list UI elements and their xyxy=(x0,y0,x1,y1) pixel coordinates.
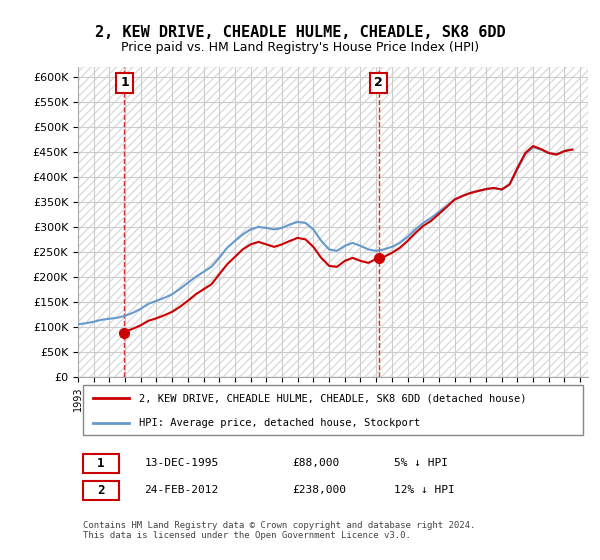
FancyBboxPatch shape xyxy=(83,454,119,473)
Text: 5% ↓ HPI: 5% ↓ HPI xyxy=(394,458,448,468)
Text: 2, KEW DRIVE, CHEADLE HULME, CHEADLE, SK8 6DD: 2, KEW DRIVE, CHEADLE HULME, CHEADLE, SK… xyxy=(95,25,505,40)
Text: £88,000: £88,000 xyxy=(292,458,340,468)
Text: Contains HM Land Registry data © Crown copyright and database right 2024.
This d: Contains HM Land Registry data © Crown c… xyxy=(83,521,475,540)
Text: 2, KEW DRIVE, CHEADLE HULME, CHEADLE, SK8 6DD (detached house): 2, KEW DRIVE, CHEADLE HULME, CHEADLE, SK… xyxy=(139,393,527,403)
Text: 1: 1 xyxy=(120,77,129,90)
Text: 2: 2 xyxy=(97,484,105,497)
Text: Price paid vs. HM Land Registry's House Price Index (HPI): Price paid vs. HM Land Registry's House … xyxy=(121,41,479,54)
Text: 2: 2 xyxy=(374,77,383,90)
FancyBboxPatch shape xyxy=(83,385,583,435)
Text: 12% ↓ HPI: 12% ↓ HPI xyxy=(394,486,455,495)
Text: 13-DEC-1995: 13-DEC-1995 xyxy=(145,458,218,468)
Text: £238,000: £238,000 xyxy=(292,486,346,495)
Text: HPI: Average price, detached house, Stockport: HPI: Average price, detached house, Stoc… xyxy=(139,418,421,428)
Text: 24-FEB-2012: 24-FEB-2012 xyxy=(145,486,218,495)
Text: 1: 1 xyxy=(97,456,105,469)
FancyBboxPatch shape xyxy=(83,480,119,500)
